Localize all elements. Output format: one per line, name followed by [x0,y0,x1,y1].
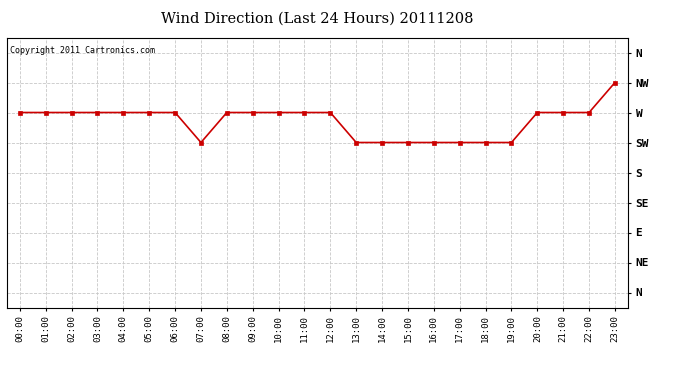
Text: Wind Direction (Last 24 Hours) 20111208: Wind Direction (Last 24 Hours) 20111208 [161,11,473,25]
Text: Copyright 2011 Cartronics.com: Copyright 2011 Cartronics.com [10,46,155,55]
